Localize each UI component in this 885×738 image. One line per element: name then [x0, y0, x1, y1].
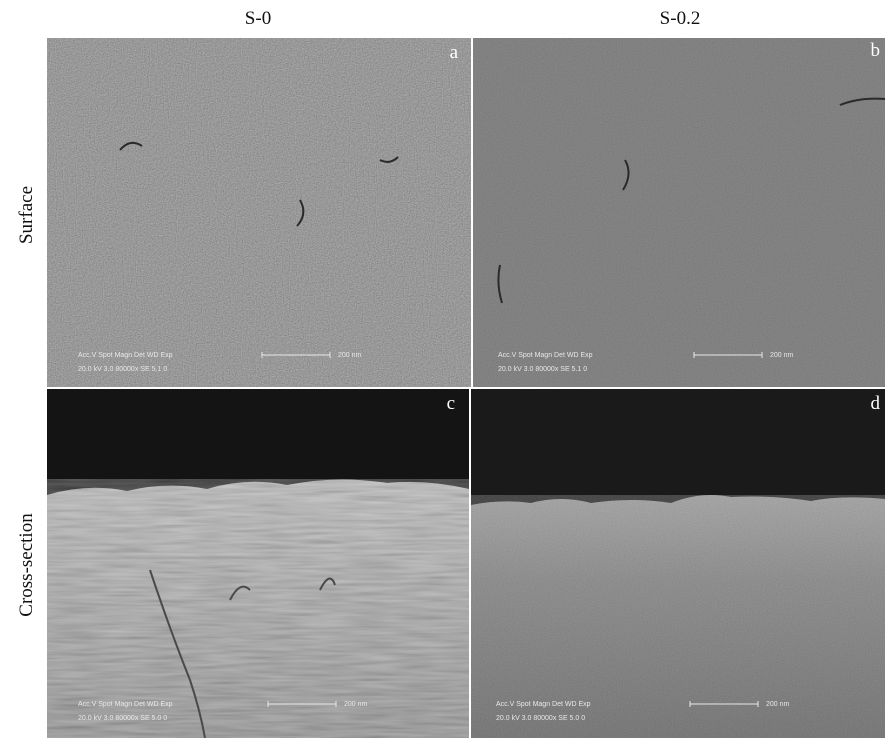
panel-label: c [447, 393, 455, 414]
row-header: Cross-section [16, 513, 37, 617]
panel-label: a [450, 42, 459, 63]
scale-bar-label: 200 nm [770, 352, 794, 359]
sem-panel: b Acc.V Spot Magn Det WD Exp 20.0 kV 3.0… [473, 38, 885, 387]
column-header: S-0 [245, 8, 271, 29]
scale-bar-label: 200 nm [344, 701, 368, 708]
sem-panel: d Acc.V Spot Magn Det WD Exp 20.0 kV 3.0… [471, 389, 885, 738]
info-text: Acc.V Spot Magn Det WD Exp [498, 352, 593, 359]
column-header: S-0.2 [660, 8, 701, 29]
row-header: Surface [16, 186, 37, 244]
info-text: 20.0 kV 3.0 80000x SE 5.0 0 [496, 715, 585, 722]
sem-panel: c Acc.V Spot Magn Det WD Exp 20.0 kV 3.0… [47, 389, 469, 738]
page: {"columns": ["S-0", "S-0.2"], "rows": ["… [0, 0, 885, 738]
info-text: 20.0 kV 3.0 80000x SE 5.0 0 [78, 715, 167, 722]
figure: S-0 S-0.2 Surface Cross-section a Acc.V … [0, 0, 885, 738]
info-text: Acc.V Spot Magn Det WD Exp [78, 701, 173, 708]
panel-label: d [871, 393, 881, 414]
info-text: Acc.V Spot Magn Det WD Exp [496, 701, 591, 708]
scale-bar-label: 200 nm [338, 352, 362, 359]
scale-bar-label: 200 nm [766, 701, 790, 708]
sem-panel: a Acc.V Spot Magn Det WD Exp 20.0 kV 3.0… [47, 38, 471, 387]
panel-label: b [871, 40, 881, 61]
info-text: 20.0 kV 3.0 80000x SE 5.1 0 [78, 366, 167, 373]
info-text: 20.0 kV 3.0 80000x SE 5.1 0 [498, 366, 587, 373]
info-text: Acc.V Spot Magn Det WD Exp [78, 352, 173, 359]
